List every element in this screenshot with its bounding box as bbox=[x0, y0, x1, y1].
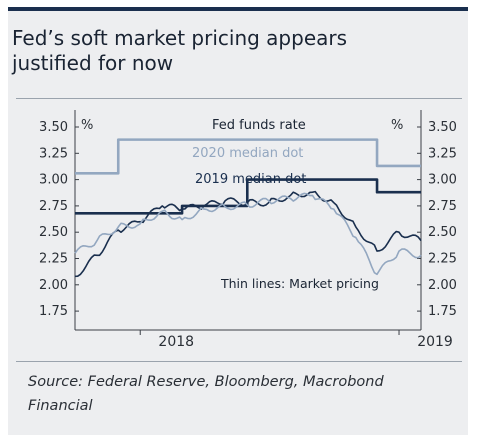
right-unit-label: % bbox=[391, 118, 403, 133]
y-tick-label-right: 3.25 bbox=[428, 146, 457, 161]
y-tick-label-right: 1.75 bbox=[428, 304, 457, 319]
footer-divider bbox=[16, 361, 462, 362]
series-line-2 bbox=[75, 138, 421, 175]
x-tick-label: 2019 bbox=[417, 334, 453, 350]
y-tick-label-right: 2.25 bbox=[428, 252, 457, 267]
axes bbox=[74, 110, 422, 331]
x-tick-label: 2018 bbox=[158, 334, 194, 350]
y-tick-label-right: 3.50 bbox=[428, 120, 457, 135]
label-fed-funds: Fed funds rate bbox=[212, 118, 306, 133]
series-line-4 bbox=[74, 192, 422, 276]
y-tick-label-left: 2.75 bbox=[39, 199, 68, 214]
x-ticks: 2018 2019 bbox=[139, 330, 453, 350]
y-tick-label-left: 1.75 bbox=[39, 304, 68, 319]
y-tick-label-right: 3.00 bbox=[428, 173, 457, 188]
left-unit-label: % bbox=[81, 118, 93, 133]
series-line-3 bbox=[74, 190, 422, 278]
source-note: Source: Federal Reserve, Bloomberg, Macr… bbox=[28, 374, 384, 414]
y-tick-label-left: 2.50 bbox=[39, 225, 68, 240]
annotation-thin-lines: Thin lines: Market pricing bbox=[220, 276, 379, 291]
series-labels: % % Fed funds rate 2020 median dot 2019 … bbox=[81, 118, 403, 291]
y-ticks: 1.75 1.75 2.00 2.00 2.25 2.25 2.50 2.50 2.75 2.75… bbox=[39, 120, 457, 319]
chart-title: Fed’s soft market pricing appears justif… bbox=[12, 26, 348, 75]
y-tick-label-left: 3.50 bbox=[39, 120, 68, 135]
label-2019-median: 2019 median dot bbox=[195, 172, 306, 187]
y-tick-label-right: 2.75 bbox=[428, 199, 457, 214]
y-tick-label-left: 2.00 bbox=[39, 278, 68, 293]
y-tick-label-right: 2.00 bbox=[428, 278, 457, 293]
y-tick-label-left: 3.00 bbox=[39, 173, 68, 188]
y-tick-label-right: 2.50 bbox=[428, 225, 457, 240]
series-lines bbox=[74, 138, 422, 278]
y-tick-label-left: 2.25 bbox=[39, 252, 68, 267]
chart-card bbox=[8, 7, 468, 435]
title-divider bbox=[16, 98, 462, 99]
label-2020-median: 2020 median dot bbox=[192, 146, 303, 161]
y-tick-label-left: 3.25 bbox=[39, 146, 68, 161]
